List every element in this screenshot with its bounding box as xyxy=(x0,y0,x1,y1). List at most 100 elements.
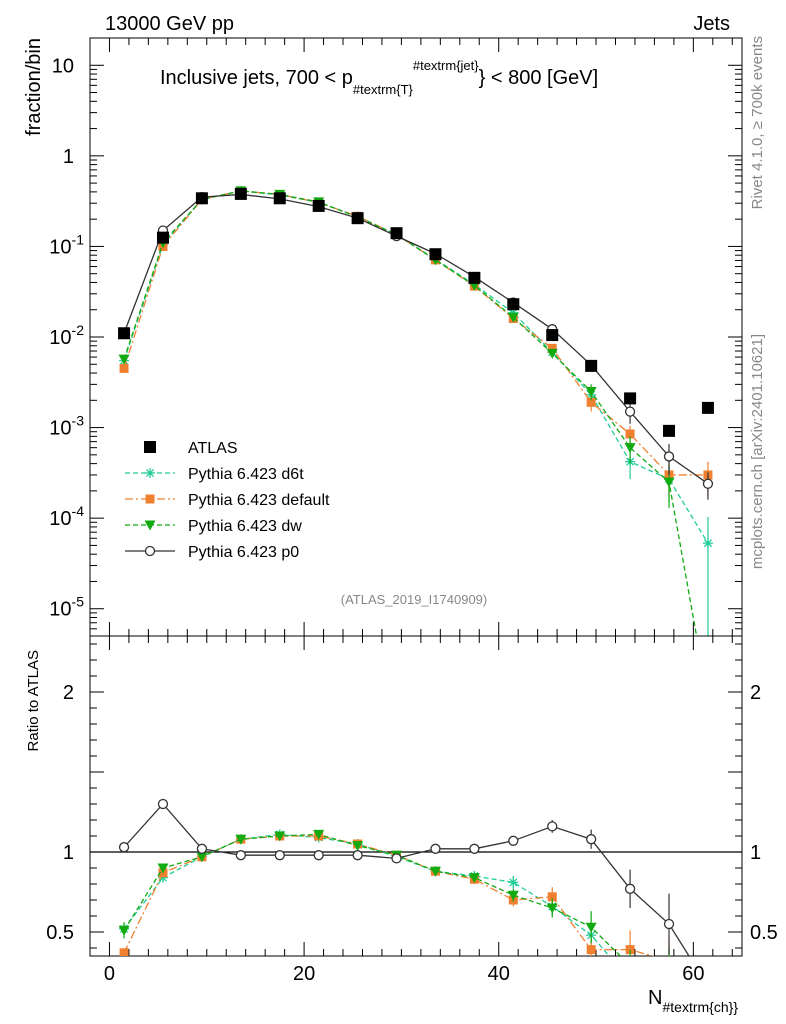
title-pre: Inclusive jets, 700 < p xyxy=(160,67,353,89)
ratio-series-pythia-6-423-p0-point xyxy=(508,835,519,846)
ratio-series-pythia-6-423-default-point xyxy=(703,979,712,988)
ytick-exponent: -2 xyxy=(72,322,85,338)
main-series-atlas-point xyxy=(273,192,286,205)
main-series-pythia-6-423-d6t-point-d2 xyxy=(703,539,712,548)
ytick-mantissa: 10 xyxy=(49,599,71,621)
header-left: 13000 GeV pp xyxy=(105,13,234,35)
main-series-pythia-6-423-p0-point xyxy=(663,451,675,462)
legend-entry-4-label: Pythia 6.423 p0 xyxy=(188,544,299,561)
ratio-ytick-label-right: 2 xyxy=(750,682,761,704)
main-series-atlas-point xyxy=(312,199,325,212)
legend-entry-3-marker xyxy=(144,520,156,531)
ytick-exponent: -5 xyxy=(72,594,85,610)
ytick-exponent: -1 xyxy=(72,231,85,247)
ratio-xtick-label: 0 xyxy=(104,963,115,985)
ratio-ytick-label: 2 xyxy=(63,682,74,704)
ratio-series-pythia-6-423-default-point xyxy=(547,892,557,902)
main-series-atlas-point xyxy=(390,227,403,240)
ratio-series-pythia-6-423-d6t xyxy=(119,829,672,983)
ratio-series-pythia-6-423-p0-point xyxy=(196,843,208,854)
ratio-series-pythia-6-423-dw-line xyxy=(123,833,622,956)
main-series-pythia-6-423-dw-point xyxy=(585,387,597,398)
main-series-pythia-6-423-dw-point xyxy=(702,695,713,705)
main-series-pythia-6-423-p0-line xyxy=(123,193,709,485)
main-ytick-label: 10 xyxy=(52,55,74,77)
main-ylabel: fraction/bin xyxy=(23,38,45,136)
ratio-series-pythia-6-423-dw-point xyxy=(585,922,597,933)
ratio-series-group xyxy=(118,798,712,988)
legend-entry-1-label: Pythia 6.423 d6t xyxy=(188,466,304,483)
ratio-series-pythia-6-423-p0-point xyxy=(469,843,480,854)
main-series-atlas-point xyxy=(507,298,520,311)
title-sup: #textrm{jet} xyxy=(413,58,479,73)
ratio-series-pythia-6-423-dw-point xyxy=(274,831,286,842)
ratio-series-pythia-6-423-p0-point xyxy=(235,850,246,861)
main-ytick-label: 10-5 xyxy=(49,594,84,621)
ratio-series-pythia-6-423-dw-point xyxy=(118,925,130,936)
main-ytick-label: 10-3 xyxy=(49,413,84,440)
main-series-pythia-6-423-p0-point xyxy=(624,406,636,417)
ratio-series-pythia-6-423-dw-point xyxy=(429,866,441,877)
main-title: Inclusive jets, 700 < p#textrm{T} #textrm… xyxy=(160,58,598,97)
title-sub: #textrm{T} xyxy=(353,82,414,97)
main-series-pythia-6-423-dw-point xyxy=(507,312,519,323)
ratio-series-pythia-6-423-p0-point xyxy=(313,850,324,861)
legend-entry-1-marker xyxy=(145,468,155,478)
ratio-series-pythia-6-423-d6t-point-d1 xyxy=(665,962,672,969)
ratio-series-pythia-6-423-p0-point xyxy=(586,834,597,845)
main-series-pythia-6-423-default-point xyxy=(547,343,557,353)
main-series-pythia-6-423-default-point xyxy=(586,397,596,407)
ratio-series-pythia-6-423-default-point xyxy=(665,956,674,965)
main-series-atlas-point xyxy=(468,271,481,284)
main-series-atlas-point xyxy=(624,392,637,405)
legend-entry-2-label: Pythia 6.423 default xyxy=(188,492,330,509)
ratio-series-pythia-6-423-dw-point xyxy=(352,841,364,852)
main-series-atlas-point xyxy=(156,231,169,244)
ratio-series-pythia-6-423-d6t-point-d2 xyxy=(626,976,633,983)
main-series-pythia-6-423-default-line xyxy=(123,190,708,476)
legend-entry-4: Pythia 6.423 p0 xyxy=(125,544,299,561)
ratio-series-pythia-6-423-dw-point xyxy=(625,961,636,971)
main-series-atlas-point xyxy=(351,212,364,225)
main-series-pythia-6-423-dw-point xyxy=(546,348,558,359)
ratio-series-pythia-6-423-dw-point xyxy=(507,890,519,901)
ratio-series-pythia-6-423-dw-point xyxy=(468,873,480,884)
ratio-ytick-label-right: 1 xyxy=(750,842,761,864)
main-ytick-label: 10-4 xyxy=(49,503,84,530)
ratio-ylabel: Ratio to ATLAS xyxy=(25,650,42,751)
ratio-ytick-label-right: 0.5 xyxy=(750,922,778,944)
ratio-series-pythia-6-423-p0 xyxy=(118,798,690,956)
ratio-ytick-label: 1 xyxy=(63,842,74,864)
main-series-atlas-point xyxy=(663,424,676,437)
main-series-atlas-point xyxy=(195,192,208,205)
ratio-series-pythia-6-423-p0-point xyxy=(547,821,558,832)
rivet-label: Rivet 4.1.0, ≥ 700k events xyxy=(749,36,766,209)
ratio-series-pythia-6-423-dw-point xyxy=(546,903,558,914)
ytick-mantissa: 1 xyxy=(63,146,74,168)
main-series-pythia-6-423-dw-point xyxy=(624,443,636,454)
legend-entry-1: Pythia 6.423 d6t xyxy=(125,466,304,483)
ratio-series-pythia-6-423-default-line xyxy=(123,835,655,956)
ratio-xtick-label: 20 xyxy=(293,963,315,985)
main-series-atlas-point xyxy=(118,327,131,340)
legend: ATLAS Pythia 6.423 d6t Pythia 6.423 defaul… xyxy=(125,440,330,561)
main-series-atlas-point xyxy=(585,359,598,372)
legend-entry-0: ATLAS xyxy=(144,440,238,457)
xlabel-main: N xyxy=(648,987,662,1009)
ratio-xtick-label: 60 xyxy=(682,963,704,985)
main-series-pythia-6-423-d6t xyxy=(119,185,713,636)
ratio-series-pythia-6-423-p0-point xyxy=(391,853,402,864)
main-series-pythia-6-423-p0-point xyxy=(702,478,714,489)
main-series-atlas-point xyxy=(701,401,714,414)
ytick-mantissa: 10 xyxy=(49,508,71,530)
ratio-series-pythia-6-423-dw-point xyxy=(313,829,325,840)
main-series-atlas-point xyxy=(546,329,559,342)
legend-entry-0-label: ATLAS xyxy=(188,440,238,457)
ratio-series-pythia-6-423-p0-point xyxy=(624,883,636,894)
legend-entry-1-marker-d2 xyxy=(145,468,155,478)
main-plot: 10-5 10-4 10-3 10 -2 10 -1 1 10 xyxy=(49,37,743,705)
ratio-series-pythia-6-423-dw-point xyxy=(664,964,675,974)
ytick-mantissa: 10 xyxy=(52,55,74,77)
ratio-series-pythia-6-423-d6t-point-d1 xyxy=(626,976,633,983)
